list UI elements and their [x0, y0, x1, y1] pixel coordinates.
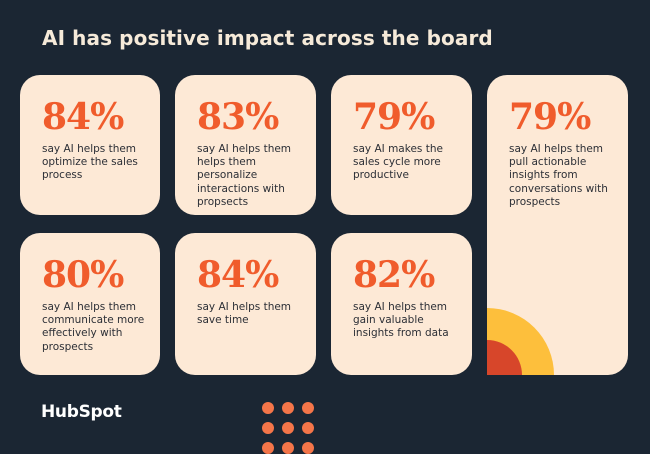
stat-card-personalize: 83% say AI helps them helps them persona…	[175, 75, 316, 215]
stat-description: say AI makes the sales cycle more produc…	[353, 143, 443, 182]
dot-icon	[262, 442, 274, 454]
dot-icon	[302, 402, 314, 414]
stat-card-data-insights: 82% say AI helps them gain valuable insi…	[331, 233, 472, 375]
stat-percent: 84%	[42, 96, 124, 138]
stat-description: say AI helps them communicate more effec…	[42, 301, 145, 353]
dot-icon	[262, 422, 274, 434]
stat-card-communicate: 80% say AI helps them communicate more e…	[20, 233, 160, 375]
stat-card-optimize-sales: 84% say AI helps them optimize the sales…	[20, 75, 160, 215]
dot-icon	[302, 442, 314, 454]
stat-description: say AI helps them optimize the sales pro…	[42, 143, 138, 182]
page-title: AI has positive impact across the board	[42, 26, 493, 50]
stat-percent: 80%	[42, 254, 124, 296]
stat-description: say AI helps them save time	[197, 301, 292, 327]
stat-percent: 79%	[509, 96, 591, 138]
stat-card-save-time: 84% say AI helps them save time	[175, 233, 316, 375]
stat-description: say AI helps them helps them personalize…	[197, 143, 292, 208]
dot-icon	[302, 422, 314, 434]
dot-icon	[282, 402, 294, 414]
hubspot-logo: HubSpot	[41, 402, 122, 422]
stat-percent: 84%	[197, 254, 279, 296]
dot-icon	[282, 442, 294, 454]
dot-icon	[262, 402, 274, 414]
stat-description: say AI helps them pull actionable insigh…	[509, 143, 608, 208]
stat-percent: 83%	[197, 96, 279, 138]
stat-card-actionable-insights: 79% say AI helps them pull actionable in…	[487, 75, 628, 375]
stat-description: say AI helps them gain valuable insights…	[353, 301, 449, 340]
stat-percent: 82%	[353, 254, 435, 296]
stat-percent: 79%	[353, 96, 435, 138]
dot-icon	[282, 422, 294, 434]
stat-card-sales-cycle: 79% say AI makes the sales cycle more pr…	[331, 75, 472, 215]
